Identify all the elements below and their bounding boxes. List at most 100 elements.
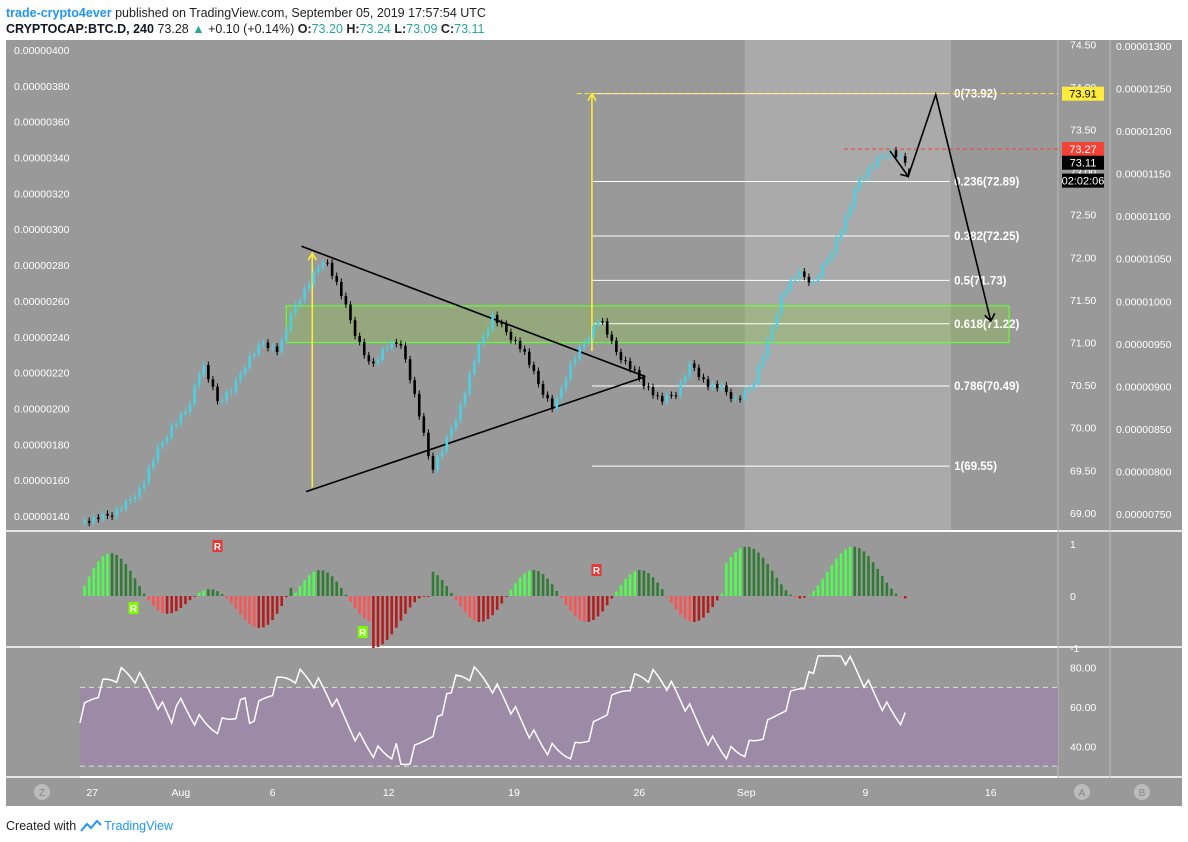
price-mark-bg	[1062, 173, 1104, 188]
candle-body	[372, 361, 375, 364]
candle-body	[867, 168, 870, 178]
b-button[interactable]: B	[1134, 784, 1150, 800]
momentum-bar	[848, 547, 852, 596]
momentum-bar	[326, 572, 329, 596]
candle-body	[381, 349, 384, 360]
fib-level-label: 1(69.55)	[954, 461, 997, 473]
high-label: H:	[346, 22, 360, 36]
far-right-axis-label: 0.00000950	[1116, 339, 1172, 351]
candle-body	[482, 336, 485, 344]
candle-body	[835, 238, 838, 254]
candle-body	[752, 383, 756, 388]
a-button[interactable]: A	[1074, 784, 1090, 800]
time-axis-label: 26	[633, 787, 645, 799]
candle-body	[500, 322, 504, 324]
candle-body	[376, 359, 380, 364]
candle-body	[748, 387, 751, 391]
candle-body	[523, 349, 526, 352]
candle-body	[903, 156, 907, 163]
momentum-bar	[390, 596, 394, 635]
momentum-bar	[165, 596, 169, 614]
candle-body	[596, 321, 600, 326]
b-button-circle	[1134, 784, 1150, 800]
candle-body	[280, 340, 284, 352]
left-axis-label: 0.00000200	[14, 403, 70, 415]
momentum-bar	[262, 596, 265, 628]
candle-body	[101, 513, 105, 520]
candle-body	[720, 385, 724, 389]
candle-body	[670, 394, 673, 396]
candle-body	[518, 340, 522, 350]
candle-body	[509, 331, 513, 341]
candle-body	[326, 262, 329, 264]
symbol-label[interactable]: CRYPTOCAP:BTC.D, 240	[6, 22, 154, 36]
projection-arrowhead	[984, 312, 996, 323]
candle-body	[715, 383, 719, 389]
momentum-bar	[729, 557, 733, 596]
momentum-bar	[491, 596, 494, 616]
momentum-bar	[266, 596, 270, 625]
tradingview-logo[interactable]: TradingView	[80, 819, 173, 833]
candle-body	[711, 383, 714, 387]
far-right-axis-label: 0.00001300	[1116, 41, 1172, 53]
candle-body	[546, 394, 549, 399]
momentum-bar	[156, 596, 160, 611]
momentum-bar	[715, 596, 719, 601]
momentum-bar	[110, 553, 114, 596]
b-button-glyph: B	[1139, 788, 1146, 799]
candle-body	[674, 395, 678, 397]
candle-body	[138, 487, 141, 498]
candle-body	[738, 398, 742, 400]
right-axis-label: 72.00	[1070, 252, 1096, 264]
chart-frame[interactable]: 0.00000400 0.00000380 0.00000360 0.00000340…	[5, 39, 1183, 807]
last-price: 73.28	[157, 22, 189, 36]
momentum-bar	[624, 578, 627, 596]
momentum-bar	[404, 596, 407, 614]
candle-body	[395, 342, 398, 344]
candle-body	[202, 364, 206, 375]
price-mark: 73.11	[1070, 158, 1097, 170]
candle-body	[110, 515, 114, 517]
candle-body	[92, 517, 96, 523]
left-axis-label: 0.00000140	[14, 511, 70, 523]
candle-body	[876, 157, 879, 166]
candle-body	[894, 150, 898, 157]
momentum-axis-label: 1	[1070, 539, 1076, 551]
candle-body	[170, 425, 173, 438]
high-value: 73.24	[359, 22, 391, 36]
candle-body	[743, 390, 747, 400]
candle-body	[702, 377, 705, 380]
momentum-bar	[660, 589, 664, 596]
momentum-bar	[546, 578, 549, 596]
upper-trendline	[301, 245, 646, 378]
momentum-bar	[381, 596, 384, 645]
momentum-bar	[894, 593, 898, 596]
right-axis-label: 70.00	[1070, 423, 1096, 435]
momentum-bar	[770, 570, 774, 596]
candle-body	[651, 387, 655, 396]
candle-body	[880, 156, 884, 158]
chart-header: trade-crypto4ever published on TradingVi…	[6, 5, 1182, 39]
momentum-bar	[248, 596, 251, 624]
momentum-bar	[789, 594, 792, 596]
z-button-glyph: Z	[39, 788, 45, 799]
momentum-bar	[317, 570, 320, 596]
author-link[interactable]: trade-crypto4ever	[6, 6, 112, 20]
momentum-bar	[353, 596, 357, 609]
far-right-axis-label: 0.00001100	[1116, 211, 1171, 223]
candle-body	[605, 321, 609, 335]
momentum-bar	[385, 596, 389, 640]
momentum-bar	[725, 563, 728, 596]
momentum-bar	[83, 585, 86, 596]
momentum-bar	[812, 590, 815, 596]
candle-body	[271, 346, 274, 349]
z-button[interactable]: Z	[34, 784, 50, 800]
momentum-bar	[211, 589, 215, 596]
candle-body	[193, 385, 196, 404]
momentum-bar	[133, 578, 137, 596]
momentum-bar	[417, 596, 421, 599]
momentum-bar	[844, 549, 847, 596]
chart-svg[interactable]: 0.00000400 0.00000380 0.00000360 0.00000340…	[5, 39, 1183, 807]
momentum-bar	[436, 575, 439, 596]
candle-body	[119, 508, 123, 510]
